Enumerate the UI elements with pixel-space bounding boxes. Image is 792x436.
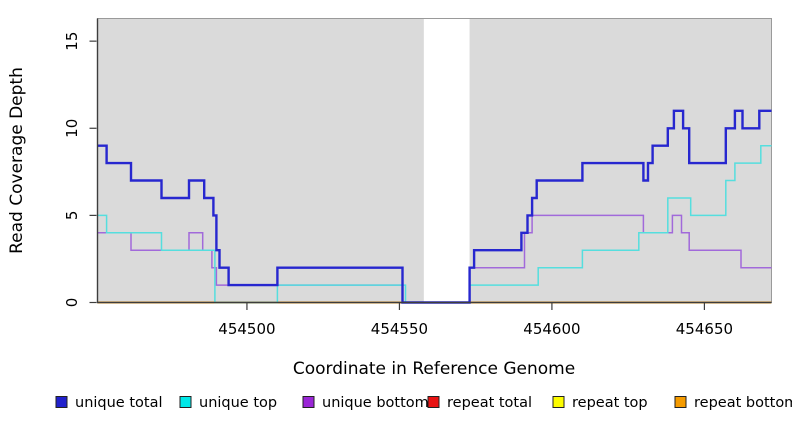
legend: unique total unique top unique bottom re… [55,395,792,411]
y-axis-ticks: 0 5 10 15 [63,32,97,308]
x-axis-ticks: 454500 454550 454600 454650 [218,302,733,338]
legend-swatch-unique-bottom [302,396,315,408]
legend-swatch-repeat-total [427,396,440,408]
legend-swatch-unique-top [179,396,192,408]
y-tick-label: 15 [63,32,81,51]
x-tick-label: 454550 [371,320,428,338]
series-line-unique-top [97,144,772,304]
legend-swatch-repeat-bottom [674,396,687,408]
series-line-unique-bottom [97,214,772,304]
legend-swatch-unique-total [55,396,68,408]
axis-lines [96,18,772,304]
series-line-unique-total [97,109,772,304]
y-tick-label: 0 [63,298,81,308]
legend-item-repeat-bottom: repeat bottom [674,395,792,411]
y-tick-label: 10 [63,119,81,138]
legend-item-unique-top: unique top [179,395,277,411]
legend-label: repeat total [447,395,532,411]
legend-label: unique bottom [322,395,429,411]
legend-item-repeat-top: repeat top [552,395,648,411]
masked-region-band [423,19,470,302]
x-tick-label: 454600 [523,320,580,338]
y-tick-label: 5 [63,211,81,221]
legend-item-unique-total: unique total [55,395,163,411]
legend-item-unique-bottom: unique bottom [302,395,429,411]
y-axis-label: Read Coverage Depth [7,67,27,254]
x-tick-label: 454650 [676,320,733,338]
legend-item-repeat-total: repeat total [427,395,532,411]
legend-label: repeat bottom [694,395,792,411]
legend-label: repeat top [572,395,648,411]
legend-label: unique total [75,395,163,411]
legend-label: unique top [199,395,277,411]
x-tick-label: 454500 [218,320,275,338]
legend-swatch-repeat-top [552,396,565,408]
x-axis-label: Coordinate in Reference Genome [293,359,575,379]
